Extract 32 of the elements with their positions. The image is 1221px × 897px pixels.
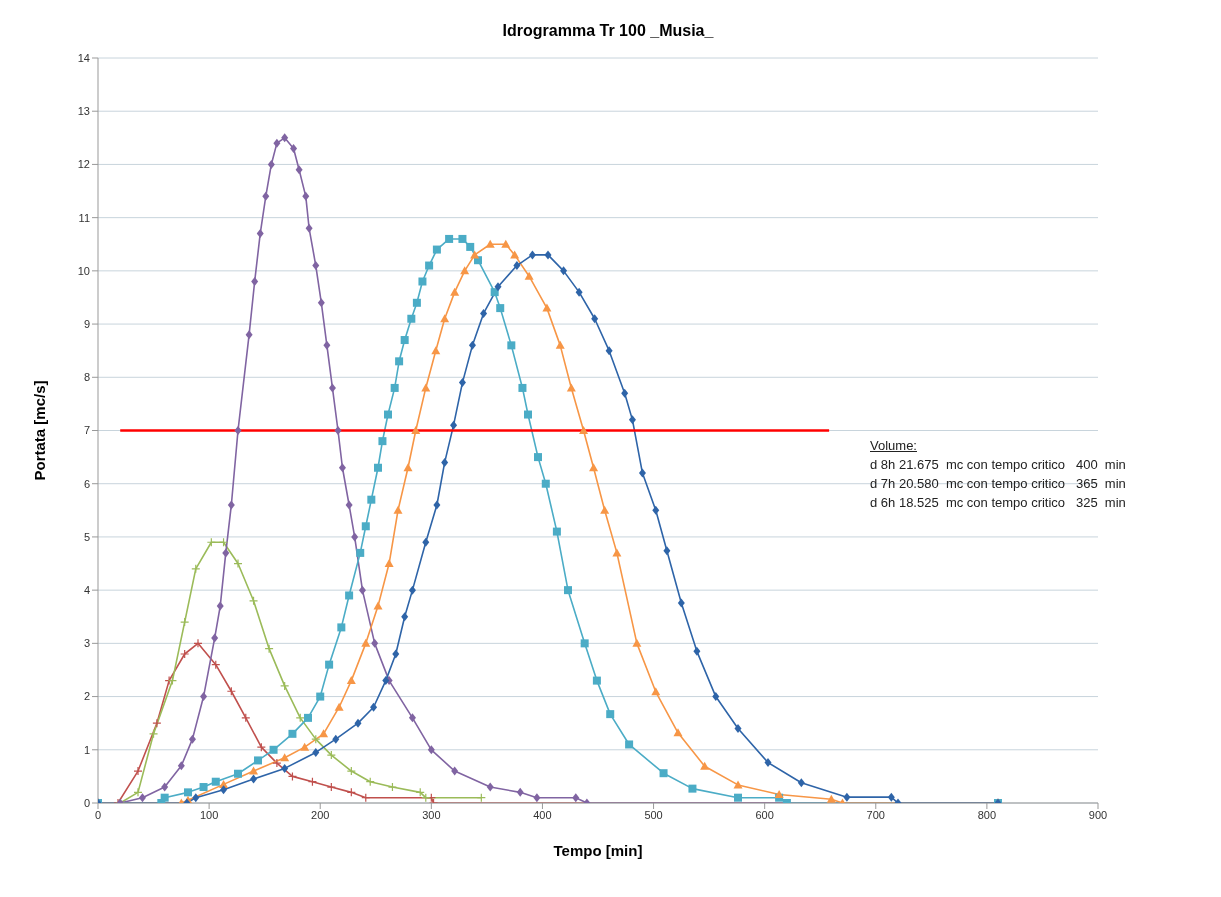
y-axis-title: Portata [mc/s] <box>31 380 49 481</box>
x-tick-label: 100 <box>199 808 219 821</box>
x-tick-label: 700 <box>866 808 885 821</box>
x-tick-label: 600 <box>755 808 774 821</box>
y-tick-label: 11 <box>78 211 90 224</box>
y-tick-label: 3 <box>83 637 90 650</box>
x-tick-label: 500 <box>644 808 663 821</box>
x-tick-label: 400 <box>533 808 552 821</box>
annotation: Volume: <box>870 437 918 455</box>
x-tick-label: 0 <box>94 808 102 821</box>
y-tick-label: 6 <box>83 477 90 490</box>
y-tick-label: 14 <box>77 51 90 64</box>
y-tick-label: 4 <box>83 584 90 597</box>
y-tick-label: 12 <box>77 158 90 171</box>
annotation: d 6h 18.525 mc con tempo critico 325 min <box>870 494 1126 512</box>
x-axis-title: Tempo [min] <box>553 842 643 859</box>
y-tick-label: 0 <box>83 796 90 809</box>
x-tick-label: 300 <box>422 808 441 821</box>
y-tick-label: 7 <box>83 424 90 437</box>
y-tick-label: 10 <box>77 264 90 277</box>
x-tick-label: 800 <box>977 808 997 821</box>
annotation: d 8h 21.675 mc con tempo critico 400 min <box>870 456 1126 474</box>
y-tick-label: 9 <box>83 317 90 330</box>
y-tick-label: 1 <box>83 743 90 756</box>
chart-title: Idrogramma Tr 100 _Musia_ <box>501 22 715 40</box>
y-tick-label: 13 <box>77 105 90 118</box>
annotation: d 7h 20.580 mc con tempo critico 365 min <box>870 475 1126 493</box>
y-tick-label: 2 <box>83 690 90 703</box>
y-tick-label: 8 <box>83 371 90 384</box>
x-tick-label: 200 <box>311 808 330 821</box>
y-tick-label: 5 <box>83 530 90 543</box>
x-tick-label: 900 <box>1088 808 1108 821</box>
